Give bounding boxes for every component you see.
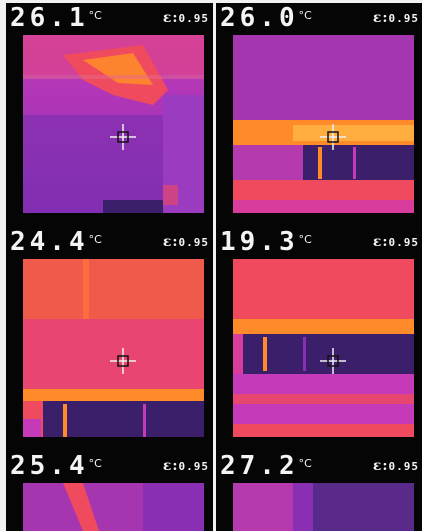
emissivity-readout: ε:0.95 [373, 10, 419, 26]
thermal-image [23, 483, 204, 531]
emissivity-readout: ε:0.95 [373, 458, 419, 474]
thermal-panel: 25.4 °C ε:0.95 [6, 451, 213, 531]
crosshair-icon [320, 348, 346, 374]
temperature-reading: 24.4 [10, 227, 89, 257]
thermal-panel: 27.2 °C ε:0.95 [216, 451, 422, 531]
thermal-image [23, 259, 204, 437]
thermal-image [233, 259, 414, 437]
emissivity-symbol: ε: [372, 10, 389, 26]
thermal-panel: 19.3 °C ε:0.95 [216, 227, 422, 456]
emissivity-readout: ε:0.95 [163, 10, 209, 26]
temperature-unit: °C [298, 233, 312, 246]
crosshair-icon [320, 124, 346, 150]
temperature-reading: 27.2 [220, 451, 299, 481]
crosshair-icon [110, 124, 136, 150]
emissivity-readout: ε:0.95 [163, 458, 209, 474]
temperature-unit: °C [88, 9, 102, 22]
emissivity-symbol: ε: [162, 234, 179, 250]
temperature-reading: 25.4 [10, 451, 89, 481]
emissivity-symbol: ε: [372, 458, 389, 474]
emissivity-readout: ε:0.95 [373, 234, 419, 250]
emissivity-symbol: ε: [162, 458, 179, 474]
emissivity-readout: ε:0.95 [163, 234, 209, 250]
panel-header: 27.2 °C ε:0.95 [216, 451, 422, 481]
emissivity-value: 0.95 [178, 236, 209, 249]
emissivity-symbol: ε: [162, 10, 179, 26]
temperature-reading: 19.3 [220, 227, 299, 257]
temperature-unit: °C [298, 9, 312, 22]
emissivity-value: 0.95 [388, 12, 419, 25]
panel-header: 26.1 °C ε:0.95 [6, 3, 213, 33]
emissivity-value: 0.95 [178, 12, 209, 25]
thermal-image [233, 35, 414, 213]
thermal-panel: 26.0 °C ε:0.95 [216, 3, 422, 232]
temperature-unit: °C [88, 457, 102, 470]
temperature-reading: 26.1 [10, 3, 89, 33]
thermal-image [23, 35, 204, 213]
panel-header: 24.4 °C ε:0.95 [6, 227, 213, 257]
emissivity-value: 0.95 [388, 236, 419, 249]
panel-header: 19.3 °C ε:0.95 [216, 227, 422, 257]
thermal-image [233, 483, 414, 531]
emissivity-value: 0.95 [178, 460, 209, 473]
crosshair-icon [110, 348, 136, 374]
temperature-unit: °C [298, 457, 312, 470]
panel-header: 26.0 °C ε:0.95 [216, 3, 422, 33]
thermal-panel: 26.1 °C ε:0.95 [6, 3, 213, 232]
emissivity-symbol: ε: [372, 234, 389, 250]
temperature-unit: °C [88, 233, 102, 246]
emissivity-value: 0.95 [388, 460, 419, 473]
panel-header: 25.4 °C ε:0.95 [6, 451, 213, 481]
temperature-reading: 26.0 [220, 3, 299, 33]
thermal-panel: 24.4 °C ε:0.95 [6, 227, 213, 456]
